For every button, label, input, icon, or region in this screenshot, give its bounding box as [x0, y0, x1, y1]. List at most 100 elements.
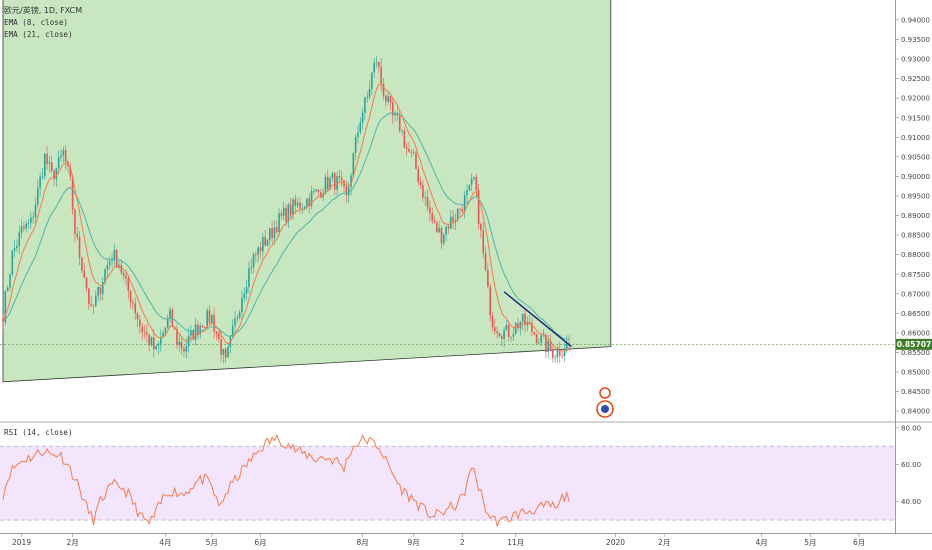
candle-body [436, 222, 438, 233]
ema-slow-legend[interactable]: EMA (21, close) [4, 30, 73, 39]
candle-body [568, 343, 570, 345]
candle-body [136, 313, 139, 320]
candle-body [106, 264, 109, 270]
candlestick-series [2, 55, 570, 364]
candle-body [505, 325, 508, 330]
candle-body [431, 213, 433, 221]
candle-body [440, 228, 443, 244]
candle-body [477, 189, 480, 224]
candle-body [18, 232, 21, 246]
candle-body [46, 153, 48, 164]
candle-body [491, 315, 494, 328]
candle-body [252, 254, 255, 268]
candle-body [148, 334, 150, 346]
candle-body [429, 207, 431, 214]
candle-body [387, 96, 389, 102]
candle-body [510, 336, 512, 338]
price-tick-label: 0.85000 [901, 369, 930, 377]
candle-body [194, 324, 197, 340]
candle-body [99, 287, 102, 294]
candle-body [271, 228, 273, 238]
candle-body [208, 310, 211, 324]
candle-body [16, 245, 18, 249]
candle-body [443, 234, 445, 244]
time-tick-label: 4月 [755, 538, 767, 547]
candle-body [454, 220, 457, 222]
time-tick-label: 2月 [658, 538, 670, 547]
candle-body [278, 213, 280, 233]
candle-body [217, 333, 220, 340]
candle-body [357, 132, 359, 138]
candle-body [419, 181, 422, 186]
candle-body [452, 216, 454, 222]
candle-body [2, 318, 4, 323]
candle-body [39, 176, 41, 189]
price-tick-label: 0.87000 [901, 290, 930, 298]
candle-body [81, 257, 83, 271]
candle-body [303, 206, 306, 209]
candle-body [496, 331, 498, 334]
candle-body [417, 168, 420, 182]
candle-body [83, 270, 85, 278]
time-axis[interactable]: 2019 2月 4月 5月 6月 8月 9月 2 11月 2020 2月 4月 5月 6月 [12, 533, 865, 547]
rsi-axis[interactable]: 80.00 60.00 40.00 [895, 424, 921, 506]
candle-body [259, 247, 262, 252]
symbol-legend[interactable]: 欧元/英镑, 1D, FXCM [4, 5, 82, 15]
candle-body [364, 97, 366, 113]
parallel-channel[interactable] [2, 0, 612, 383]
candle-body [32, 217, 34, 219]
candle-body [517, 323, 519, 329]
candle-body [389, 96, 392, 103]
time-tick-label: 6月 [853, 538, 865, 547]
candle-body [273, 227, 276, 238]
candle-body [204, 327, 206, 329]
candle-body [88, 288, 90, 304]
candle-body [459, 208, 461, 210]
candle-body [350, 175, 352, 187]
candle-body [23, 226, 25, 229]
candle-body [48, 162, 51, 164]
candle-body [501, 336, 503, 339]
candle-body [306, 198, 308, 207]
candle-body [201, 325, 204, 328]
price-tick-label: 0.94000 [901, 16, 930, 24]
time-tick-label: 8月 [356, 538, 368, 547]
candle-body [466, 190, 468, 196]
price-axis[interactable]: 0.94000 0.93500 0.93000 0.92500 0.92000 0.915… [895, 16, 930, 416]
time-tick-label: 2月 [66, 538, 78, 547]
candle-body [57, 157, 60, 169]
price-tick-label: 0.89500 [901, 193, 930, 201]
price-tick-label: 0.90500 [901, 153, 930, 161]
candle-body [206, 310, 208, 328]
event-marker-icon[interactable] [596, 387, 614, 418]
candle-body [559, 349, 561, 356]
candle-body [92, 305, 95, 307]
candle-body [62, 150, 65, 156]
candle-body [43, 153, 46, 177]
candle-body [41, 176, 44, 178]
candle-body [185, 346, 188, 352]
candle-body [538, 342, 540, 344]
candle-body [391, 102, 394, 116]
candle-body [514, 323, 517, 335]
candle-body [11, 250, 14, 275]
candle-body [90, 303, 92, 306]
descending-trendline[interactable] [503, 291, 572, 348]
candle-body [503, 329, 505, 339]
price-tick-label: 0.85500 [901, 349, 930, 357]
time-tick-label: 5月 [206, 538, 218, 547]
candle-body [111, 260, 113, 262]
candle-body [498, 333, 501, 337]
candle-body [547, 341, 549, 353]
ema-fast-legend[interactable]: EMA (8, close) [4, 18, 68, 27]
candle-body [248, 268, 250, 287]
price-tick-label: 0.89000 [901, 212, 930, 220]
ema-8-line [2, 83, 570, 352]
time-tick-label: 2020 [606, 538, 625, 547]
candle-body [533, 332, 536, 335]
rsi-legend[interactable]: RSI (14, close) [4, 428, 73, 437]
time-tick-label: 2019 [12, 538, 31, 547]
rsi-tick-label: 40.00 [901, 498, 921, 506]
time-tick-label: 6月 [254, 538, 266, 547]
